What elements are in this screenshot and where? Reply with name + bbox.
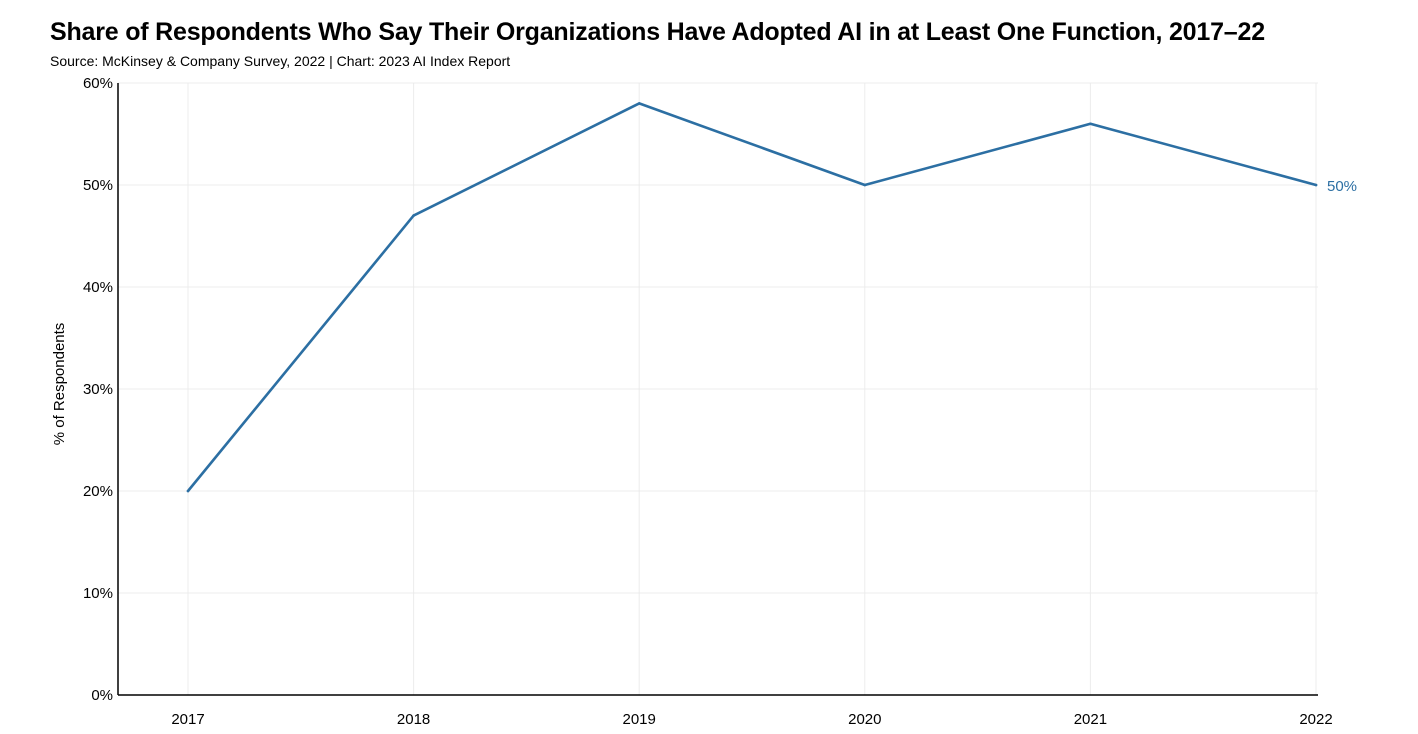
y-tick-label: 0% bbox=[91, 687, 113, 704]
y-tick-label: 10% bbox=[83, 585, 113, 602]
x-tick-label: 2022 bbox=[1299, 711, 1332, 728]
y-tick-label: 50% bbox=[83, 177, 113, 194]
y-tick-labels: 0% 10% 20% 30% 40% 50% 60% bbox=[83, 75, 113, 704]
y-axis-title: % of Respondents bbox=[51, 323, 68, 446]
series-layer bbox=[186, 102, 1318, 493]
x-tick-label: 2017 bbox=[171, 711, 204, 728]
chart-title: Share of Respondents Who Say Their Organ… bbox=[50, 18, 1265, 46]
x-tick-label: 2019 bbox=[623, 711, 656, 728]
x-tick-label: 2020 bbox=[848, 711, 881, 728]
data-point bbox=[1314, 183, 1318, 187]
chart-subtitle: Source: McKinsey & Company Survey, 2022 … bbox=[50, 53, 511, 69]
end-value-label: 50% bbox=[1327, 178, 1357, 195]
gridlines bbox=[118, 82, 1318, 695]
data-point bbox=[412, 214, 415, 217]
y-tick-label: 40% bbox=[83, 279, 113, 296]
x-tick-label: 2021 bbox=[1074, 711, 1107, 728]
data-point bbox=[186, 489, 190, 493]
x-tick-labels: 2017 2018 2019 2020 2021 2022 bbox=[171, 711, 1332, 728]
y-tick-label: 60% bbox=[83, 75, 113, 92]
axes bbox=[117, 83, 1318, 696]
data-point bbox=[1089, 122, 1092, 126]
data-point bbox=[637, 102, 641, 105]
y-tick-label: 20% bbox=[83, 483, 113, 500]
y-tick-label: 30% bbox=[83, 381, 113, 398]
series-line bbox=[186, 102, 1318, 493]
x-tick-label: 2018 bbox=[397, 711, 430, 728]
data-point bbox=[863, 183, 867, 187]
